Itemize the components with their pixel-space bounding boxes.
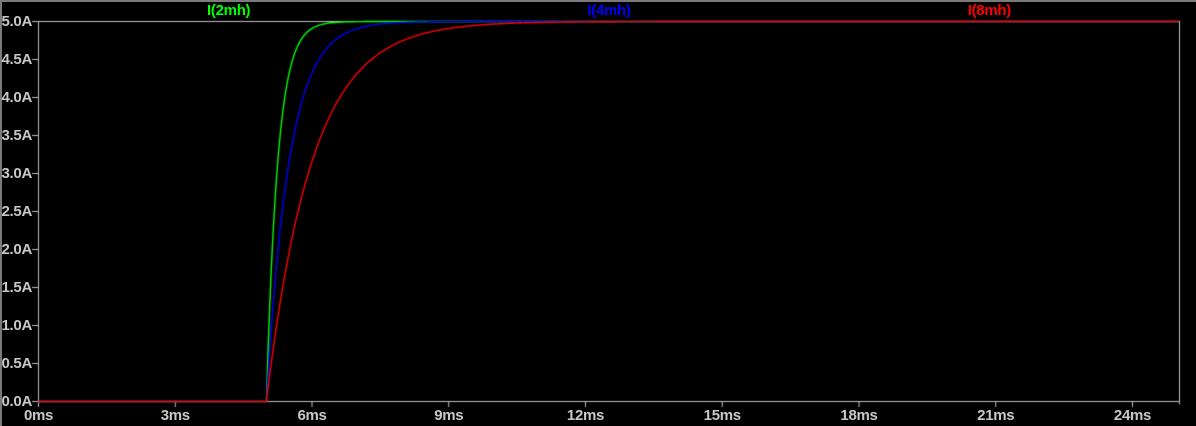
trace-label-i4mh[interactable]: I(4mh) [587,2,631,19]
y-axis-tick-label: 1.5A [1,278,33,296]
y-axis-tick-label: 0.0A [1,392,33,410]
y-axis-tick-label: 0.5A [1,354,33,372]
x-axis-tick-label: 12ms [566,407,605,424]
x-axis-tick-label: 0ms [23,407,54,424]
y-axis-tick-label: 5.0A [1,12,33,30]
x-axis-tick-label: 3ms [160,407,190,424]
trace-label-i2mh[interactable]: I(2mh) [207,2,251,19]
x-axis-tick-label: 24ms [1113,407,1152,424]
y-axis-tick-label: 3.0A [1,164,33,182]
x-axis-tick-label: 21ms [977,407,1015,424]
x-axis-tick-label: 18ms [840,407,878,424]
y-axis-tick-label: 2.0A [1,240,33,258]
y-axis-tick-label: 4.0A [1,88,33,106]
y-axis-tick-label: 4.5A [1,50,33,68]
window-border-top [0,0,1196,2]
window-border-left [0,0,2,426]
y-axis-tick-label: 3.5A [1,126,33,144]
x-axis-tick-label: 6ms [297,407,327,424]
x-axis-tick-label: 9ms [434,407,464,424]
trace-label-i8mh[interactable]: I(8mh) [967,2,1012,19]
y-axis-tick-label: 2.5A [1,202,33,220]
y-axis-tick-label: 1.0A [1,316,33,334]
x-axis-tick-label: 15ms [703,407,741,424]
